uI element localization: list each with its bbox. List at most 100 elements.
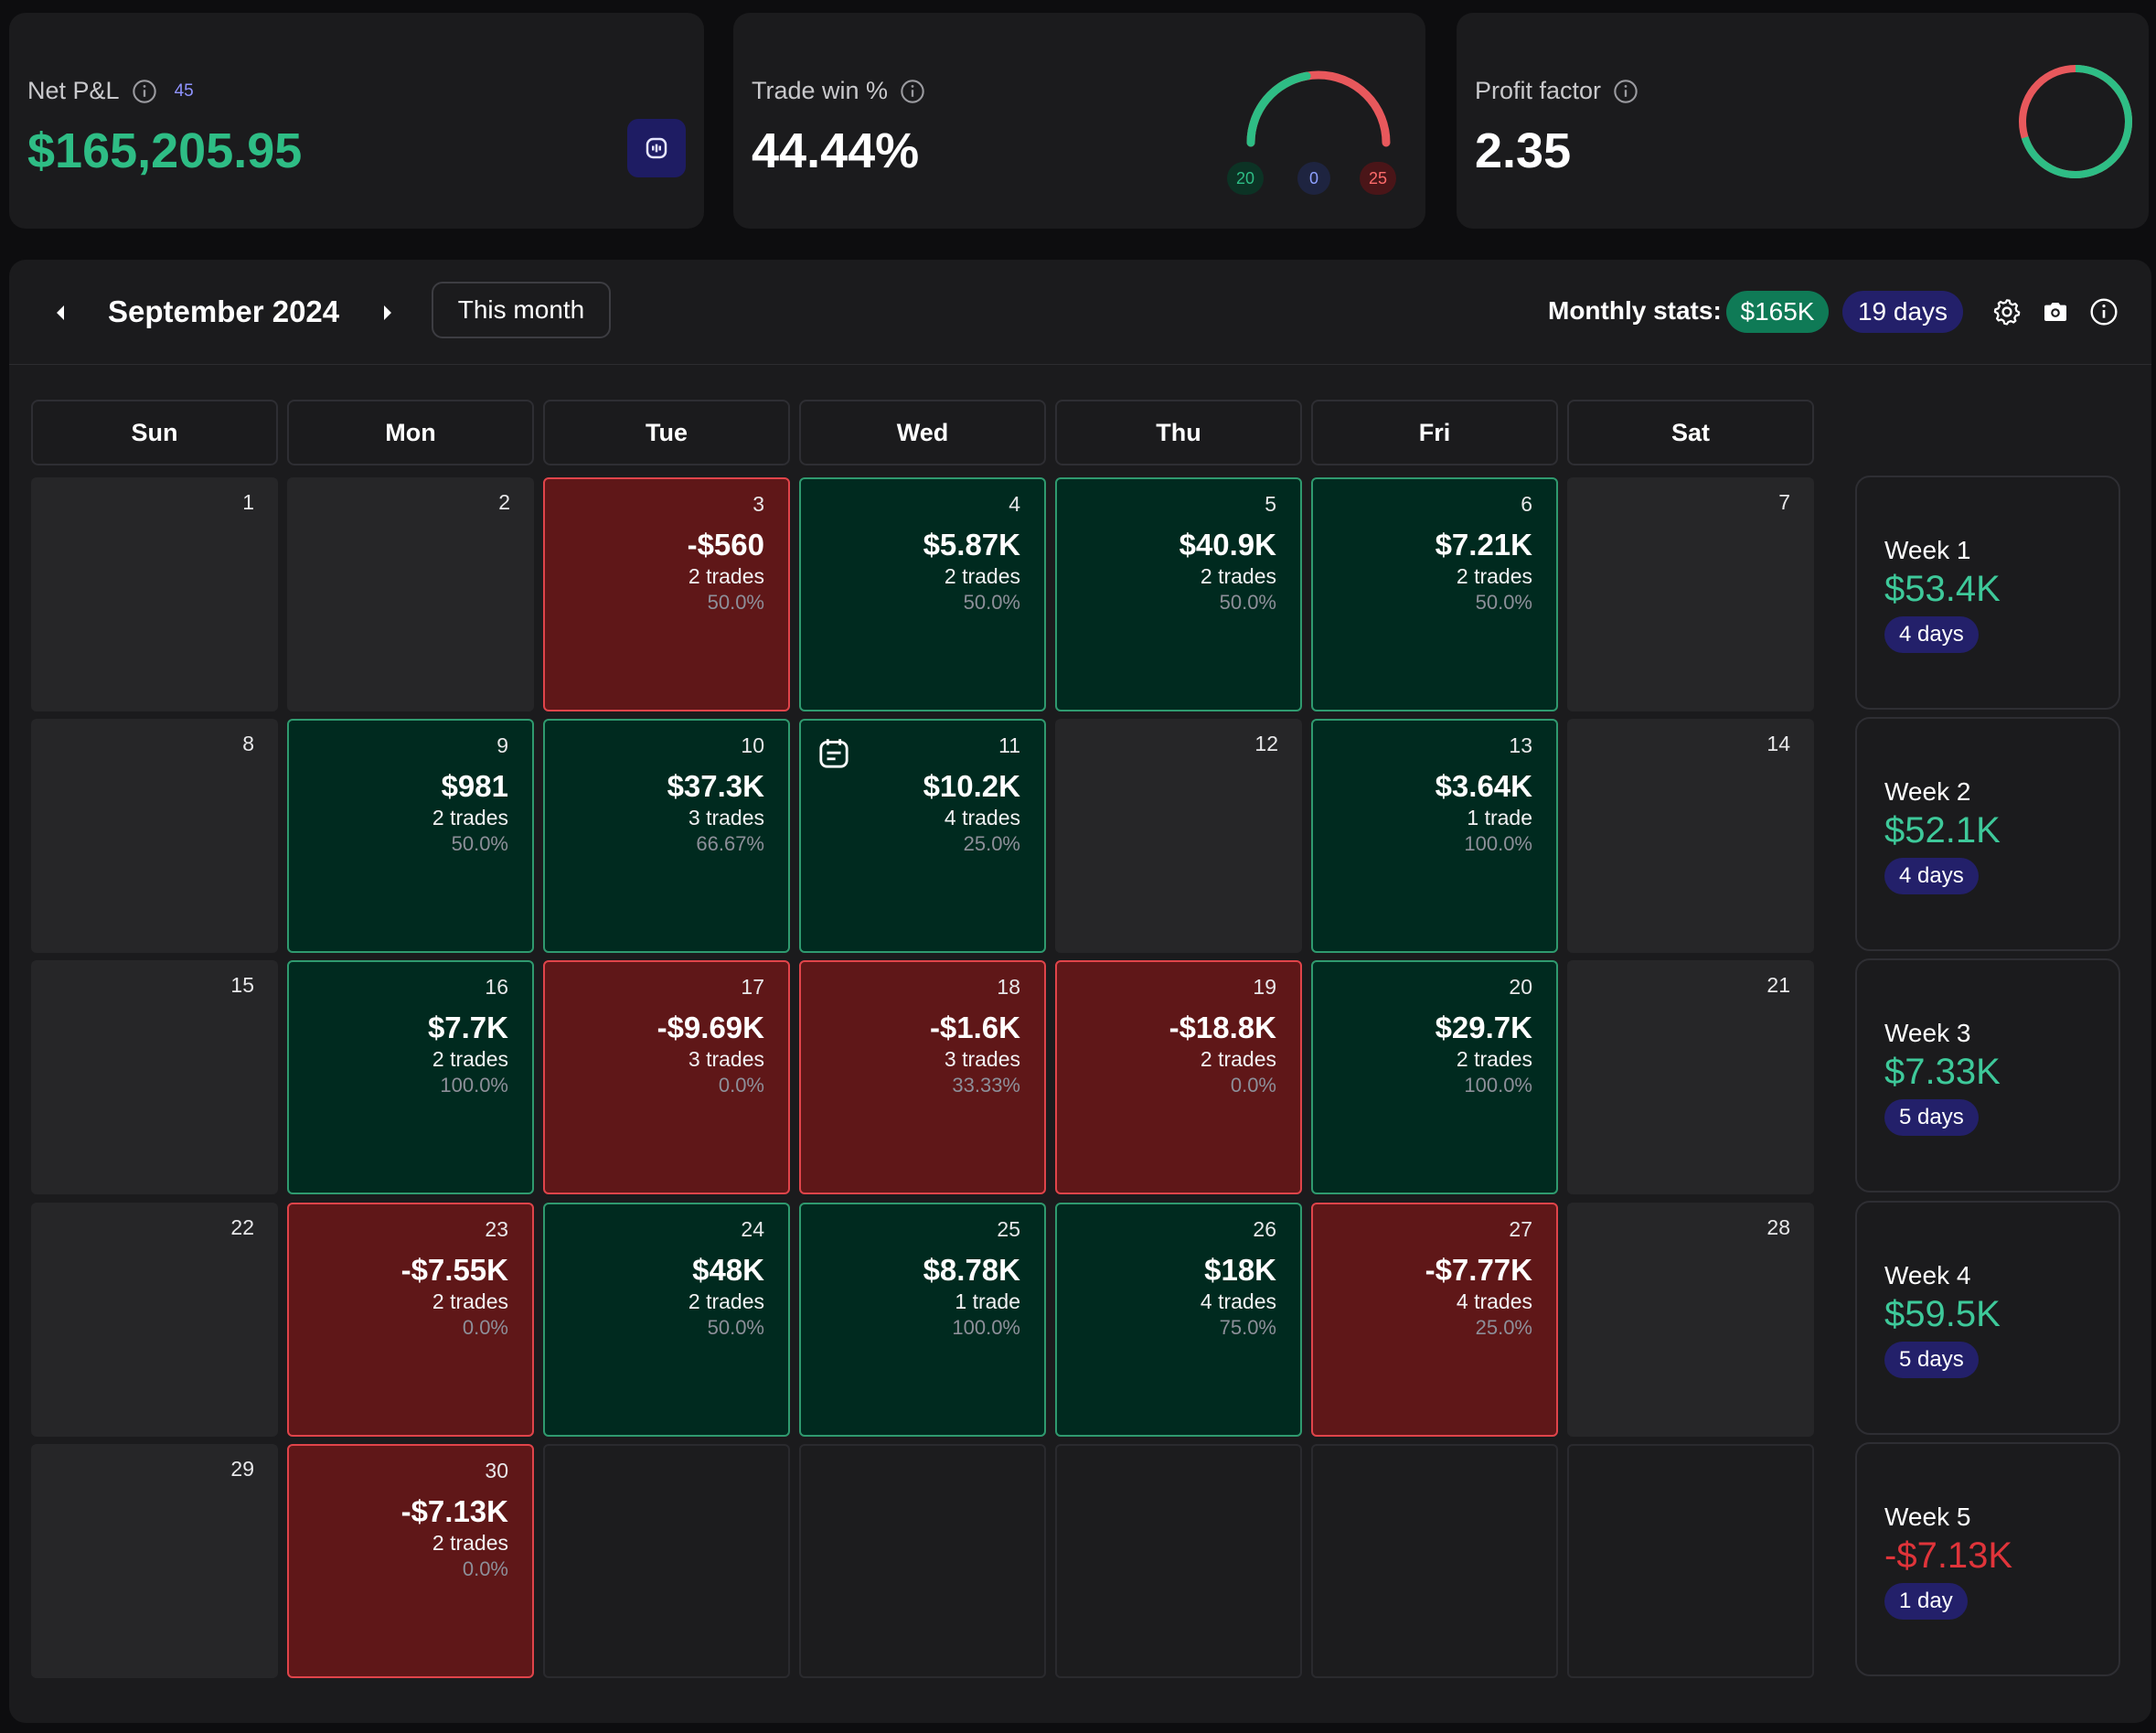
day-summary: -$7.13K 2 trades 0.0% <box>401 1493 508 1583</box>
next-month-button[interactable] <box>371 296 404 329</box>
day-summary: -$18.8K 2 trades 0.0% <box>1169 1010 1276 1099</box>
calendar-day-21[interactable]: 21 <box>1567 960 1814 1194</box>
day-win-rate: 0.0% <box>718 1074 764 1096</box>
week-days-badge: 4 days <box>1884 616 1979 653</box>
prev-month-button[interactable] <box>44 296 77 329</box>
day-number: 2 <box>498 490 510 514</box>
calendar-day-15[interactable]: 15 <box>31 960 278 1194</box>
week-summary-5[interactable]: Week 5 -$7.13K 1 day <box>1855 1442 2120 1676</box>
calendar-day-29[interactable]: 29 <box>31 1444 278 1678</box>
day-number: 30 <box>485 1459 508 1482</box>
report-icon <box>646 137 667 159</box>
day-pnl: $3.64K <box>1435 769 1532 803</box>
day-number: 8 <box>242 732 254 755</box>
calendar-day-16[interactable]: 16 $7.7K 2 trades 100.0% <box>287 960 534 1194</box>
net-pnl-value: $165,205.95 <box>27 123 303 178</box>
report-button[interactable] <box>627 119 686 177</box>
day-pnl: -$1.6K <box>929 1011 1020 1044</box>
calendar-filler-cell <box>1055 1444 1302 1678</box>
calendar-toolbar: September 2024 This month Monthly stats:… <box>9 260 2151 365</box>
day-win-rate: 100.0% <box>952 1316 1020 1339</box>
calendar-day-8[interactable]: 8 <box>31 719 278 953</box>
calendar-day-4[interactable]: 4 $5.87K 2 trades 50.0% <box>799 477 1046 711</box>
calendar-day-17[interactable]: 17 -$9.69K 3 trades 0.0% <box>543 960 790 1194</box>
calendar-day-18[interactable]: 18 -$1.6K 3 trades 33.33% <box>799 960 1046 1194</box>
calendar-day-24[interactable]: 24 $48K 2 trades 50.0% <box>543 1203 790 1437</box>
week-label: Week 3 <box>1884 1019 1971 1047</box>
week-summary-3[interactable]: Week 3 $7.33K 5 days <box>1855 958 2120 1193</box>
monthly-days-badge: 19 days <box>1842 291 1963 333</box>
calendar-day-13[interactable]: 13 $3.64K 1 trade 100.0% <box>1311 719 1558 953</box>
settings-button[interactable] <box>1990 294 2024 329</box>
day-win-rate: 50.0% <box>1475 591 1532 614</box>
net-pnl-card: Net P&L 45 $165,205.95 <box>9 13 704 229</box>
calendar-day-27[interactable]: 27 -$7.77K 4 trades 25.0% <box>1311 1203 1558 1437</box>
camera-icon <box>2044 303 2066 321</box>
weekday-header: Thu <box>1055 400 1302 465</box>
day-trade-count: 2 trades <box>1200 1047 1276 1071</box>
day-summary: $981 2 trades 50.0% <box>432 768 508 858</box>
day-trade-count: 4 trades <box>944 806 1020 829</box>
week-summary-2[interactable]: Week 2 $52.1K 4 days <box>1855 717 2120 951</box>
trade-win-card: Trade win % 44.44% 20 0 25 <box>733 13 1425 229</box>
calendar-day-14[interactable]: 14 <box>1567 719 1814 953</box>
calendar-day-10[interactable]: 10 $37.3K 3 trades 66.67% <box>543 719 790 953</box>
info-icon[interactable] <box>899 78 926 105</box>
calendar-day-30[interactable]: 30 -$7.13K 2 trades 0.0% <box>287 1444 534 1678</box>
day-number: 28 <box>1766 1215 1790 1239</box>
week-summary-4[interactable]: Week 4 $59.5K 5 days <box>1855 1201 2120 1435</box>
note-icon[interactable] <box>816 735 852 772</box>
week-days-badge: 5 days <box>1884 1342 1979 1378</box>
day-pnl: -$560 <box>687 528 764 562</box>
calendar-day-19[interactable]: 19 -$18.8K 2 trades 0.0% <box>1055 960 1302 1194</box>
day-win-rate: 66.67% <box>696 832 764 855</box>
info-icon[interactable] <box>131 78 158 105</box>
day-number: 27 <box>1509 1217 1532 1241</box>
calendar-filler-cell <box>543 1444 790 1678</box>
calendar-day-1[interactable]: 1 <box>31 477 278 711</box>
info-icon[interactable] <box>1612 78 1639 105</box>
calendar-day-20[interactable]: 20 $29.7K 2 trades 100.0% <box>1311 960 1558 1194</box>
calendar-day-23[interactable]: 23 -$7.55K 2 trades 0.0% <box>287 1203 534 1437</box>
calendar-day-6[interactable]: 6 $7.21K 2 trades 50.0% <box>1311 477 1558 711</box>
calendar-day-7[interactable]: 7 <box>1567 477 1814 711</box>
screenshot-button[interactable] <box>2038 294 2073 329</box>
calendar-day-28[interactable]: 28 <box>1567 1203 1814 1437</box>
day-win-rate: 100.0% <box>440 1074 508 1096</box>
day-trade-count: 2 trades <box>1456 1047 1532 1071</box>
calendar-day-3[interactable]: 3 -$560 2 trades 50.0% <box>543 477 790 711</box>
day-trade-count: 2 trades <box>432 1289 508 1313</box>
calendar-info-button[interactable] <box>2087 294 2121 329</box>
calendar-day-11[interactable]: 11 $10.2K 4 trades 25.0% <box>799 719 1046 953</box>
this-month-button[interactable]: This month <box>432 282 611 338</box>
calendar-day-25[interactable]: 25 $8.78K 1 trade 100.0% <box>799 1203 1046 1437</box>
wins-count-pill: 20 <box>1227 162 1265 195</box>
weekday-header: Tue <box>543 400 790 465</box>
calendar-day-2[interactable]: 2 <box>287 477 534 711</box>
day-trade-count: 2 trades <box>1456 564 1532 588</box>
week-summary-1[interactable]: Week 1 $53.4K 4 days <box>1855 476 2120 710</box>
day-number: 11 <box>998 733 1020 757</box>
day-number: 17 <box>741 975 764 999</box>
calendar-day-22[interactable]: 22 <box>31 1203 278 1437</box>
week-pnl: $52.1K <box>1884 810 2001 850</box>
day-trade-count: 2 trades <box>1200 564 1276 588</box>
week-days-badge: 5 days <box>1884 1099 1979 1136</box>
day-win-rate: 50.0% <box>1219 591 1276 614</box>
day-trade-count: 2 trades <box>432 806 508 829</box>
day-summary: $29.7K 2 trades 100.0% <box>1436 1010 1532 1099</box>
calendar-day-9[interactable]: 9 $981 2 trades 50.0% <box>287 719 534 953</box>
day-pnl: $10.2K <box>923 769 1020 803</box>
calendar-day-5[interactable]: 5 $40.9K 2 trades 50.0% <box>1055 477 1302 711</box>
calendar-day-26[interactable]: 26 $18K 4 trades 75.0% <box>1055 1203 1302 1437</box>
day-pnl: -$7.55K <box>400 1253 508 1287</box>
day-trade-count: 3 trades <box>688 1047 764 1071</box>
day-summary: $8.78K 1 trade 100.0% <box>923 1252 1020 1342</box>
day-pnl: $37.3K <box>667 769 764 803</box>
trade-win-label-row: Trade win % <box>752 77 926 105</box>
calendar-day-12[interactable]: 12 <box>1055 719 1302 953</box>
profit-factor-ring <box>2019 65 2132 178</box>
calendar-panel: September 2024 This month Monthly stats:… <box>9 260 2151 1723</box>
day-summary: $18K 4 trades 75.0% <box>1201 1252 1276 1342</box>
day-summary: -$560 2 trades 50.0% <box>688 527 764 616</box>
